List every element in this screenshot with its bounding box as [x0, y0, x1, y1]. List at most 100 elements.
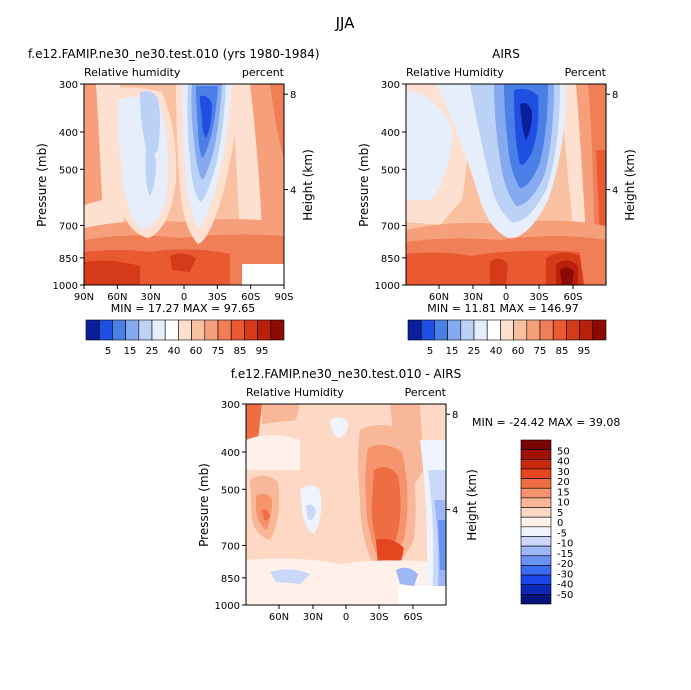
variable-label: Relative humidity: [84, 66, 181, 79]
colorbar-swatch: [164, 319, 179, 341]
y-tick-label: 500: [59, 165, 78, 176]
x-tick-label: 60N: [269, 612, 289, 623]
colorbar-swatch: [566, 319, 580, 341]
x-tick-label: 60S: [241, 292, 260, 303]
colorbar-label: 85: [234, 346, 247, 357]
colorbar-label: 75: [212, 346, 225, 357]
colorbar-label: 25: [146, 346, 159, 357]
colorbar-swatch: [520, 536, 552, 547]
colorbar-swatch: [520, 497, 552, 508]
y-tick-label: 700: [221, 541, 240, 552]
colorbar-swatch: [407, 319, 422, 341]
colorbar-swatch: [520, 507, 552, 518]
colorbar-label: -40: [557, 580, 573, 591]
x-tick-label: 30N: [303, 612, 323, 623]
colorbar-swatch: [520, 458, 552, 470]
colorbar-label: 40: [490, 346, 503, 357]
colorbar-swatch: [592, 319, 607, 341]
contour-band: [84, 84, 102, 205]
contour-band: [396, 567, 418, 586]
height-axis: 84: [446, 410, 458, 517]
colorbar-swatch: [539, 319, 554, 341]
contour-band: [270, 84, 284, 160]
y-tick-label: 1000: [53, 281, 78, 292]
y2-axis-label: Height (km): [301, 149, 315, 220]
colorbar-swatch: [434, 319, 448, 341]
colorbar-label: 5: [557, 508, 563, 519]
variable-label: Relative Humidity: [246, 386, 344, 399]
colorbar-label: 40: [168, 346, 181, 357]
colorbar-swatch: [520, 545, 552, 557]
y-axis-label: Pressure (mb): [357, 143, 371, 227]
colorbar-swatch: [473, 319, 488, 341]
y-tick-label: 500: [381, 165, 400, 176]
page-title: JJA: [335, 14, 356, 32]
y2-tick-label: 8: [290, 90, 296, 101]
latitude-axis: 60N 30N 0 30S 60S: [269, 605, 423, 623]
colorbar-swatch: [447, 319, 462, 341]
contour-band: [406, 90, 452, 200]
contour-band: [560, 267, 574, 284]
y-tick-label: 400: [381, 128, 400, 139]
colorbar-swatch: [520, 565, 552, 576]
colorbar-swatch: [520, 574, 552, 586]
colorbar-label: -30: [557, 569, 573, 580]
y-axis-label: Pressure (mb): [35, 143, 49, 227]
contour-band: [371, 467, 401, 549]
colorbar-swatch: [85, 319, 100, 341]
colorbar-swatch: [552, 319, 567, 341]
colorbar-swatch: [178, 319, 192, 341]
colorbar: 5 15 25 40 60 75 85 95: [85, 319, 285, 357]
colorbar-label: 15: [124, 346, 137, 357]
colorbar-swatch: [500, 319, 514, 341]
x-tick-label: 0: [343, 612, 349, 623]
contour-band: [490, 258, 508, 285]
units-label: Percent: [565, 66, 607, 79]
x-tick-label: 30S: [369, 612, 388, 623]
y-tick-label: 1000: [375, 281, 400, 292]
contour-band: [170, 253, 196, 272]
y-tick-label: 1000: [215, 601, 240, 612]
colorbar-swatch: [191, 319, 206, 341]
contour-band: [438, 520, 446, 570]
colorbar-swatch: [270, 319, 285, 341]
y-axis-label: Pressure (mb): [197, 463, 211, 547]
pressure-axis: 300 400 500 700 850 1000: [375, 80, 406, 292]
contour-band: [262, 509, 270, 521]
y-tick-label: 300: [221, 400, 240, 411]
colorbar-swatch: [579, 319, 594, 341]
missing-data-mask: [398, 586, 446, 605]
x-tick-label: 30S: [208, 292, 227, 303]
colorbar: 5 15 25 40 60 75 85 95: [407, 319, 607, 357]
colorbar-swatch: [138, 319, 153, 341]
colorbar-swatch: [513, 319, 528, 341]
colorbar-swatch: [204, 319, 219, 341]
colorbar-label: 30: [557, 467, 570, 478]
colorbar-label: 25: [468, 346, 481, 357]
colorbar-swatch: [520, 487, 552, 499]
colorbar-swatch: [460, 319, 475, 341]
colorbar-label: 75: [534, 346, 547, 357]
colorbar-label: 0: [557, 518, 563, 529]
colorbar-swatch: [520, 594, 552, 605]
height-axis: 84: [606, 90, 618, 197]
y-tick-label: 500: [221, 485, 240, 496]
colorbar-label: 10: [557, 498, 570, 509]
colorbar-swatch: [520, 555, 552, 566]
contour-band: [520, 103, 532, 140]
colorbar-label: -20: [557, 559, 573, 570]
colorbar-swatch: [230, 319, 245, 341]
pressure-axis: 300 400 500 700 850 1000: [215, 400, 246, 612]
colorbar-label: 15: [557, 487, 570, 498]
colorbar-label: 50: [557, 446, 570, 457]
colorbar-swatch: [520, 439, 552, 450]
panel-model: f.e12.FAMIP.ne30_ne30.test.010 (yrs 1980…: [28, 47, 320, 357]
colorbar-swatch: [486, 319, 501, 341]
x-tick-label: 60S: [403, 612, 422, 623]
contour-band: [330, 417, 348, 438]
pressure-axis: 300 400 500 700 850 1000: [53, 80, 84, 292]
panel-airs: AIRS Relative Humidity Percent: [357, 47, 637, 357]
contour-band: [306, 504, 316, 521]
min-max-stats: MIN = 17.27 MAX = 97.65: [111, 302, 255, 315]
colorbar-label: 95: [578, 346, 591, 357]
